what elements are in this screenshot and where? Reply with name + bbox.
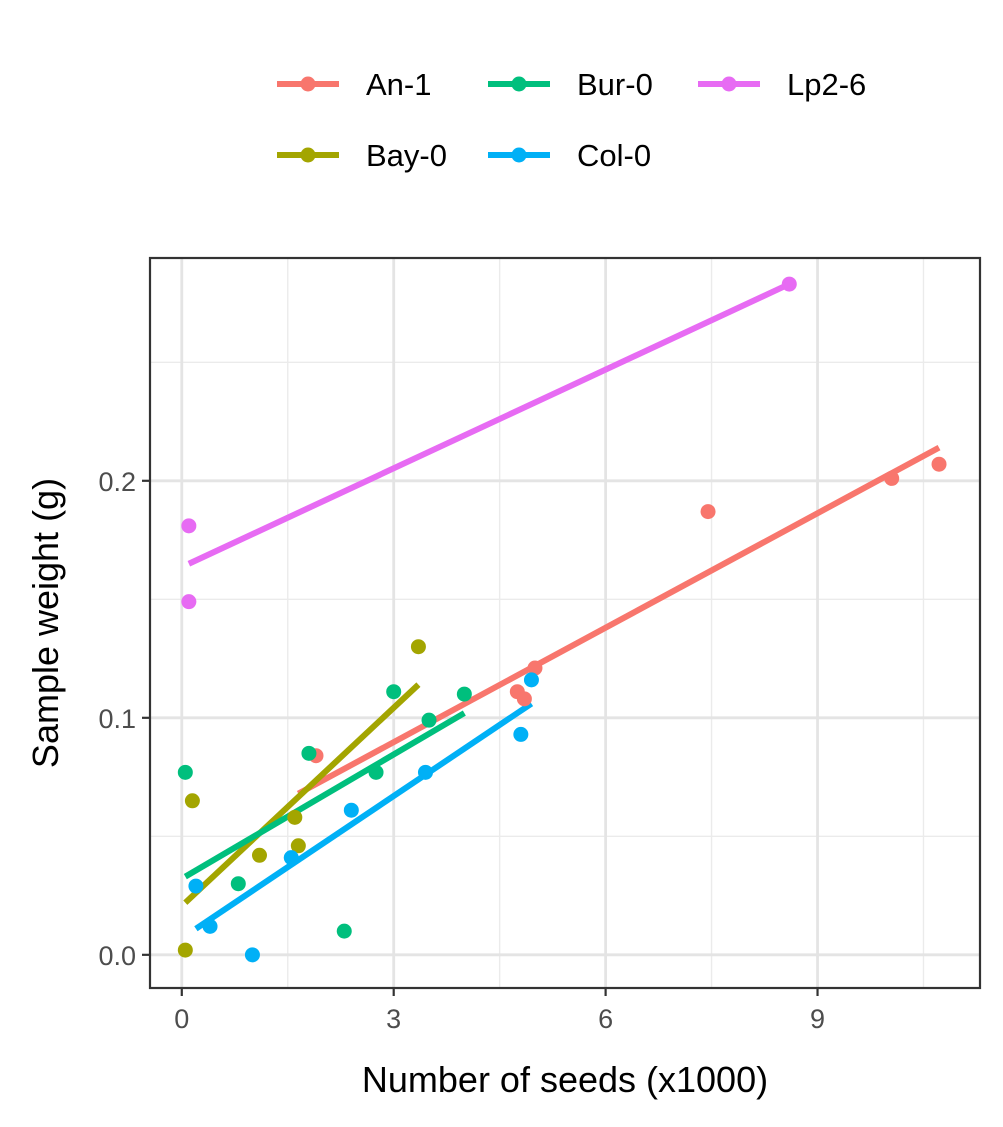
point-bay-0 xyxy=(290,838,306,854)
x-tick-label: 9 xyxy=(810,1004,825,1034)
point-bur-0 xyxy=(456,686,472,702)
x-axis-title: Number of seeds (x1000) xyxy=(362,1059,768,1100)
point-an-1 xyxy=(527,660,543,676)
legend-item-col-0: Col-0 xyxy=(488,138,651,173)
point-bay-0 xyxy=(287,809,303,825)
point-bur-0 xyxy=(336,923,352,939)
legend-label: An-1 xyxy=(366,67,431,102)
legend-label: Bay-0 xyxy=(366,138,447,173)
legend-item-bay-0: Bay-0 xyxy=(277,138,447,173)
point-bay-0 xyxy=(251,847,267,863)
legend: An-1 Bur-0 Lp2-6 Bay-0 Col-0 xyxy=(277,67,866,173)
legend-item-bur-0: Bur-0 xyxy=(488,67,653,102)
x-tick-label: 0 xyxy=(174,1004,189,1034)
point-lp2-6 xyxy=(181,594,197,610)
fit-lines xyxy=(183,281,941,932)
y-tick-label: 0.0 xyxy=(98,941,136,971)
y-tick-label: 0.2 xyxy=(98,467,136,497)
point-bur-0 xyxy=(177,764,193,780)
point-lp2-6 xyxy=(181,518,197,534)
y-tick-label: 0.1 xyxy=(98,704,136,734)
point-col-0 xyxy=(202,918,218,934)
fit-line-bay-0 xyxy=(183,682,421,905)
y-axis: 0.0 0.1 0.2 xyxy=(98,467,150,971)
point-bur-0 xyxy=(368,764,384,780)
fit-line-an-1 xyxy=(296,444,941,797)
legend-item-an-1: An-1 xyxy=(277,67,431,102)
legend-key-point xyxy=(721,76,737,92)
legend-key-point xyxy=(511,147,527,163)
fit-line-col-0 xyxy=(194,701,534,932)
point-bur-0 xyxy=(230,876,246,892)
point-bur-0 xyxy=(386,684,402,700)
point-col-0 xyxy=(283,850,299,866)
point-col-0 xyxy=(523,672,539,688)
x-tick-label: 3 xyxy=(386,1004,401,1034)
legend-label: Lp2-6 xyxy=(787,67,866,102)
point-an-1 xyxy=(931,456,947,472)
legend-label: Bur-0 xyxy=(577,67,653,102)
plot-border xyxy=(148,256,982,990)
point-lp2-6 xyxy=(781,276,797,292)
point-bay-0 xyxy=(410,639,426,655)
point-bay-0 xyxy=(184,793,200,809)
point-bur-0 xyxy=(301,745,317,761)
legend-key-point xyxy=(300,76,316,92)
point-an-1 xyxy=(516,691,532,707)
point-an-1 xyxy=(700,504,716,520)
legend-label: Col-0 xyxy=(577,138,651,173)
x-axis: 0 3 6 9 xyxy=(174,988,825,1034)
fit-line-bur-0 xyxy=(183,710,466,880)
x-tick-label: 6 xyxy=(598,1004,613,1034)
point-col-0 xyxy=(188,878,204,894)
legend-item-lp2-6: Lp2-6 xyxy=(698,67,866,102)
legend-key-point xyxy=(511,76,527,92)
grid-minor xyxy=(150,258,980,988)
data-points xyxy=(177,276,947,963)
point-bur-0 xyxy=(421,712,437,728)
point-col-0 xyxy=(343,802,359,818)
y-axis-title: Sample weight (g) xyxy=(25,478,66,768)
point-bay-0 xyxy=(177,942,193,958)
fit-line-lp2-6 xyxy=(187,281,791,567)
grid-major xyxy=(150,258,980,988)
point-col-0 xyxy=(513,726,529,742)
point-col-0 xyxy=(244,947,260,963)
point-col-0 xyxy=(417,764,433,780)
legend-key-point xyxy=(300,147,316,163)
point-an-1 xyxy=(884,470,900,486)
